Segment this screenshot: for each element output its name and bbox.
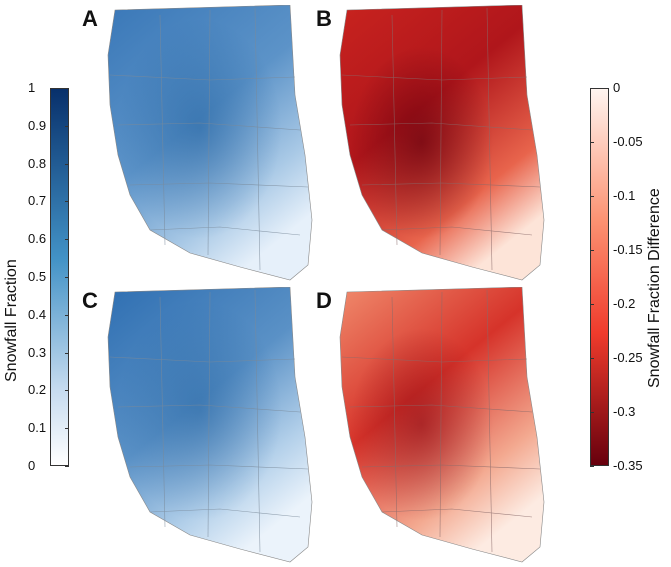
colorbar-tick-label: 0.6 [28,231,47,247]
colorbar-tick-label: -0.25 [613,350,643,365]
colorbar-tick-mark [65,239,69,241]
colorbar-tick-mark [590,196,594,197]
map-panel-b [339,5,545,281]
colorbar-tick-mark [590,466,594,467]
right-colorbar-title: Snowfall Fraction Difference [646,188,663,388]
map-panel-d [339,287,545,563]
colorbar-tick-label: 0.4 [28,306,47,322]
colorbar-tick-mark [590,412,594,413]
snowfall-fraction-difference-colorbar [590,88,609,466]
colorbar-tick-label: -0.2 [613,296,636,311]
colorbar-tick-mark [65,390,69,392]
colorbar-tick-mark [65,428,69,430]
panel-label-c: C [82,288,98,313]
panel-label-d: D [316,288,332,313]
colorbar-tick-mark [590,304,594,305]
colorbar-tick-mark [65,314,69,316]
colorbar-tick-mark [65,88,69,89]
colorbar-tick-label: 0 [28,458,36,473]
colorbar-tick-mark [65,466,69,467]
colorbar-tick-label: -0.35 [613,458,643,473]
colorbar-tick-mark [590,358,594,359]
colorbar-tick-label: 0 [613,80,621,95]
colorbar-tick-mark [590,88,594,89]
colorbar-tick-mark [65,201,69,203]
left-colorbar-title: Snowfall Fraction [3,259,20,382]
colorbar-tick-label: 0.3 [28,344,47,360]
colorbar-tick-label: -0.3 [613,404,636,419]
colorbar-tick-label: 0.9 [28,117,47,133]
map-panel-a [107,5,313,281]
colorbar-tick-mark [65,125,69,127]
colorbar-tick-mark [65,277,69,278]
colorbar-tick-mark [65,352,69,354]
colorbar-tick-label: 0.2 [28,382,47,398]
colorbar-tick-label: 0.5 [28,269,47,284]
colorbar-tick-label: -0.05 [613,134,643,149]
colorbar-tick-mark [65,163,69,165]
colorbar-tick-label: 0.8 [28,155,47,171]
panel-label-a: A [82,6,98,31]
colorbar-tick-mark [590,142,594,143]
colorbar-tick-label: -0.1 [613,188,636,203]
panel-label-b: B [316,6,332,31]
colorbar-tick-label: 1 [28,80,36,95]
colorbar-tick-label: 0.1 [28,420,47,436]
colorbar-tick-mark [590,250,594,251]
colorbar-tick-label: -0.15 [613,242,643,257]
colorbar-tick-label: 0.7 [28,193,47,209]
map-panel-c [107,287,313,563]
